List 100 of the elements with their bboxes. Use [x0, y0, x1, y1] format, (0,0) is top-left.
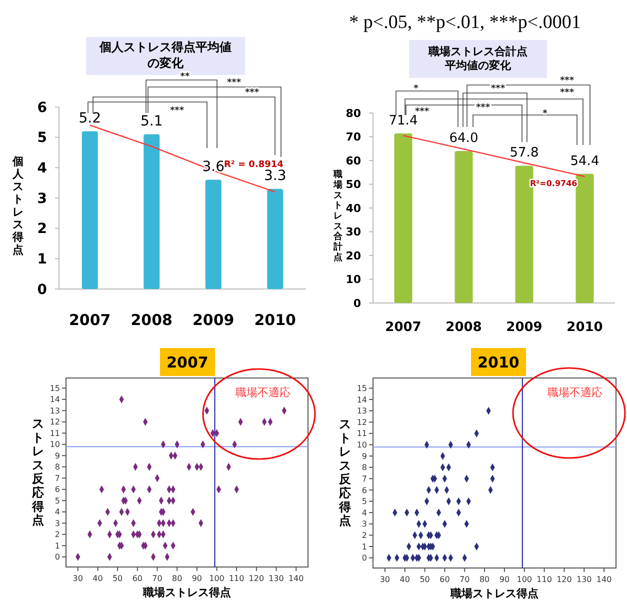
y-tick-label: 10	[356, 440, 367, 450]
bar	[82, 131, 98, 289]
x-tick-label: 60	[440, 575, 450, 584]
x-tick-label: 60	[132, 574, 143, 583]
y-tick-label: 8	[362, 463, 367, 472]
y-axis-title: 個人ストレス得点	[12, 154, 24, 256]
y-tick-label: 1	[54, 541, 60, 550]
y-tick-label: 0	[37, 282, 48, 298]
y-tick-label: 4	[37, 160, 48, 177]
annotation: 職場不適応	[236, 386, 290, 399]
y-tick-label: 2	[362, 531, 367, 540]
x-tick-label: 140	[288, 574, 304, 583]
bar	[394, 133, 412, 303]
y-tick-label: 12	[356, 418, 367, 427]
y-tick-label: 2	[54, 530, 60, 540]
data-label: 57.8	[510, 146, 539, 161]
y-tick-label: 6	[54, 485, 60, 494]
x-tick-label: 2009	[192, 311, 234, 329]
bar	[144, 134, 160, 289]
x-tick-label: 130	[268, 574, 284, 583]
x-tick-label: 90	[499, 575, 510, 584]
y-tick-label: 10	[50, 440, 60, 450]
y-tick-label: 0	[353, 296, 362, 310]
y-tick-label: 9	[54, 451, 60, 460]
x-tick-label: 2009	[506, 320, 542, 335]
x-tick-label: 2008	[446, 320, 482, 335]
y-tick-label: 6	[362, 486, 367, 495]
x-tick-label: 120	[248, 574, 264, 583]
y-tick-label: 2	[37, 221, 47, 238]
text: ***	[560, 88, 574, 98]
text: ***	[560, 76, 574, 86]
annotation: R² = 0.8914	[224, 160, 284, 170]
y-tick-label: 1	[37, 252, 47, 268]
x-tick-label: 80	[479, 575, 490, 584]
y-axis-title: ストレス反応得点	[338, 417, 352, 528]
text: ***	[244, 88, 260, 98]
text: ***	[226, 78, 242, 88]
text: 職場ストレス合計点	[334, 170, 342, 263]
y-tick-label: 11	[50, 428, 60, 438]
y-axis-title: ストレス反応得点	[31, 416, 45, 528]
x-tick-label: 100	[209, 574, 224, 583]
x-tick-label: 70	[152, 574, 162, 583]
x-tick-label: 2007	[385, 320, 422, 335]
y-tick-label: 3	[37, 190, 47, 207]
x-tick-label: 2010	[254, 311, 296, 329]
y-tick-label: 14	[356, 395, 367, 404]
y-tick-label: 10	[346, 273, 362, 286]
bar	[267, 188, 284, 289]
chart-title: 職場ストレス合計点平均値の変化	[409, 40, 547, 78]
data-label: 54.4	[570, 154, 600, 169]
text: **	[180, 72, 190, 82]
data-label: 5.1	[140, 113, 163, 130]
x-axis-title: 職場ストレス得点	[142, 586, 231, 599]
y-tick-label: 80	[346, 106, 362, 120]
y-tick-label: 3	[362, 520, 367, 529]
y-tick-label: 50	[346, 178, 362, 192]
x-tick-label: 90	[192, 574, 202, 583]
x-tick-label: 80	[172, 574, 182, 583]
y-tick-label: 7	[54, 474, 60, 483]
data-label: 5.2	[78, 110, 102, 126]
x-tick-label: 40	[92, 574, 103, 583]
bar	[576, 174, 594, 303]
y-tick-label: 6	[37, 100, 47, 116]
x-tick-label: 30	[72, 574, 83, 583]
y-tick-label: 60	[346, 154, 362, 168]
x-tick-label: 140	[596, 575, 612, 584]
bar	[454, 151, 473, 303]
y-tick-label: 20	[346, 249, 362, 262]
x-tick-label: 30	[380, 575, 390, 584]
y-tick-label: 5	[362, 497, 367, 506]
y-tick-label: 30	[346, 226, 362, 239]
y-tick-label: 14	[50, 395, 60, 404]
data-label: 64.0	[449, 131, 478, 146]
y-tick-label: 4	[54, 508, 60, 517]
chart-title: 2007	[166, 353, 208, 372]
y-tick-label: 9	[362, 452, 367, 461]
y-tick-label: 8	[54, 462, 60, 472]
data-label: 3.6	[202, 158, 225, 175]
x-tick-label: 100	[516, 575, 532, 584]
y-tick-label: 11	[356, 429, 367, 438]
data-label: 3.3	[264, 168, 286, 184]
annotation: 職場不適応	[548, 386, 602, 399]
y-tick-label: 5	[37, 130, 47, 146]
y-tick-label: 40	[346, 202, 362, 215]
y-tick-label: 1	[362, 542, 367, 552]
annotation: ***	[170, 106, 184, 116]
x-tick-label: 40	[400, 575, 410, 584]
y-tick-label: 0	[54, 552, 60, 562]
chart-title: 2010	[478, 353, 520, 372]
x-tick-label: 110	[536, 575, 552, 584]
x-tick-label: 50	[420, 575, 430, 584]
y-tick-label: 15	[356, 384, 367, 393]
text: ***	[490, 84, 506, 94]
text: * p<.05, **p<.01, ***p<.0001	[349, 12, 581, 33]
x-tick-label: 50	[112, 574, 123, 583]
y-tick-label: 7	[362, 474, 367, 484]
x-tick-label: 130	[576, 575, 592, 584]
bar	[205, 180, 222, 289]
x-tick-label: 70	[460, 575, 470, 584]
text: *	[414, 84, 419, 94]
